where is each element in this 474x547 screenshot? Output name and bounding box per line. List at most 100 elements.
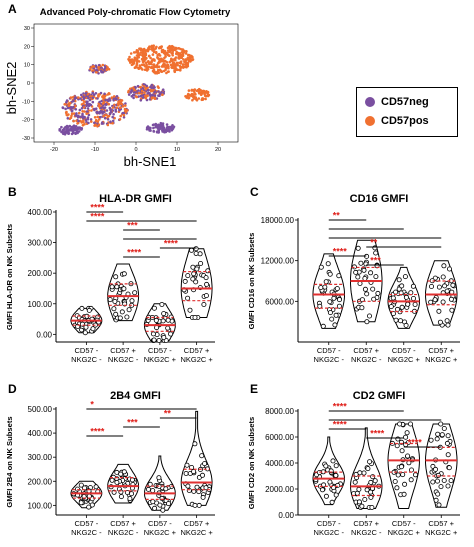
tsne-cell-point	[122, 111, 126, 115]
tsne-cell-point	[159, 121, 163, 125]
data-point	[402, 481, 408, 487]
panel-title: 2B4 GMFI	[110, 390, 161, 402]
tsne-cell-point	[158, 92, 162, 96]
data-point	[432, 297, 438, 303]
tsne-cell-point	[165, 123, 169, 126]
tsne-cell-point	[87, 121, 90, 125]
panel-a-letter: A	[8, 2, 17, 16]
tsne-cell-point	[65, 101, 68, 104]
data-point	[323, 279, 329, 285]
x-tick-label: CD57 +	[184, 346, 210, 355]
data-point	[160, 318, 166, 324]
data-point	[196, 502, 202, 508]
tsne-cell-point	[143, 91, 146, 94]
data-point	[153, 317, 159, 323]
x-tick-label: NKG2C +	[144, 528, 177, 537]
tsne-cell-point	[119, 106, 122, 109]
data-point	[330, 458, 336, 464]
tsne-cell-point	[111, 106, 115, 109]
x-tick-label: NKG2C -	[351, 355, 382, 364]
tsne-cell-point	[107, 99, 110, 103]
data-point	[410, 283, 416, 289]
tsne-cell-point	[201, 97, 204, 100]
tsne-cell-point	[157, 126, 161, 130]
tsne-cell-point	[90, 120, 93, 123]
data-point	[185, 483, 191, 489]
data-point	[445, 433, 451, 439]
data-point	[354, 490, 360, 496]
tsne-cell-point	[121, 105, 125, 108]
x-tick-label: NKG2C +	[388, 355, 421, 364]
tsne-cell-point	[189, 58, 193, 62]
tsne-cell-point	[104, 98, 107, 102]
tsne-cell-point	[100, 106, 103, 110]
tsne-cell-point	[142, 85, 146, 88]
tsne-cell-point	[165, 71, 168, 75]
tsne-cell-point	[153, 94, 157, 97]
data-point	[329, 499, 335, 505]
data-point	[428, 437, 434, 443]
significance-label: ****	[333, 402, 348, 412]
data-point	[368, 270, 374, 276]
tsne-cell-point	[127, 58, 130, 61]
data-point	[192, 314, 198, 320]
data-point	[191, 469, 197, 475]
tsne-cell-point	[103, 116, 107, 120]
tsne-cell-point	[149, 66, 153, 69]
data-point	[121, 286, 127, 292]
significance-label: ***	[127, 221, 138, 231]
data-point	[393, 289, 399, 295]
data-point	[399, 448, 405, 454]
tsne-cell-point	[115, 98, 118, 101]
panel-a: A Advanced Poly-chromatic Flow Cytometry…	[4, 2, 239, 169]
tsne-cell-point	[181, 48, 185, 51]
tsne-cell-point	[118, 118, 122, 121]
data-point	[394, 485, 400, 491]
tsne-cell-point	[104, 113, 108, 117]
x-tick-label: NKG2C +	[388, 528, 421, 537]
tsne-cell-point	[184, 52, 188, 55]
tsne-cell-point	[139, 99, 143, 102]
tsne-cell-point	[142, 52, 146, 55]
tsne-cell-point	[170, 45, 173, 49]
data-point	[405, 301, 411, 307]
tsne-cell-point	[85, 112, 88, 115]
data-point	[357, 280, 363, 286]
tsne-cell-point	[73, 99, 77, 103]
significance-label: ****	[370, 429, 385, 439]
tsne-cell-point	[166, 51, 169, 55]
tsne-cell-point	[152, 129, 155, 133]
significance-label: ****	[333, 247, 348, 257]
panel-a-title: Advanced Poly-chromatic Flow Cytometry	[40, 7, 231, 18]
tsne-cell-point	[171, 49, 175, 53]
tsne-cell-point	[139, 47, 143, 50]
tsne-cell-point	[71, 131, 75, 135]
tsne-cell-point	[162, 51, 166, 55]
significance-label: ****	[333, 420, 348, 430]
tsne-cell-point	[164, 59, 167, 63]
data-point	[318, 285, 324, 291]
cd57pos-swatch	[365, 116, 375, 126]
tsne-cell-point	[185, 65, 188, 69]
tsne-cell-point	[169, 63, 173, 67]
tsne-cell-point	[96, 97, 99, 100]
data-point	[192, 502, 198, 508]
data-point	[449, 307, 455, 313]
tsne-cell-point	[142, 47, 146, 51]
tsne-cell-point	[66, 117, 70, 120]
tsne-cell-point	[137, 91, 141, 95]
tsne-cell-point	[93, 124, 96, 127]
significance-label: *	[90, 400, 94, 410]
data-point	[434, 478, 440, 484]
data-point	[370, 286, 376, 292]
data-point	[407, 421, 413, 427]
data-point	[444, 318, 450, 324]
x-tick-label: CD57 +	[110, 519, 136, 528]
tsne-cell-point	[81, 112, 84, 116]
tsne-cell-point	[137, 89, 140, 92]
tsne-cell-point	[142, 83, 146, 86]
significance-label: ****	[164, 239, 179, 249]
data-point	[401, 491, 407, 497]
x-tick-label: NKG2C -	[351, 528, 382, 537]
tsne-cell-point	[86, 107, 90, 110]
